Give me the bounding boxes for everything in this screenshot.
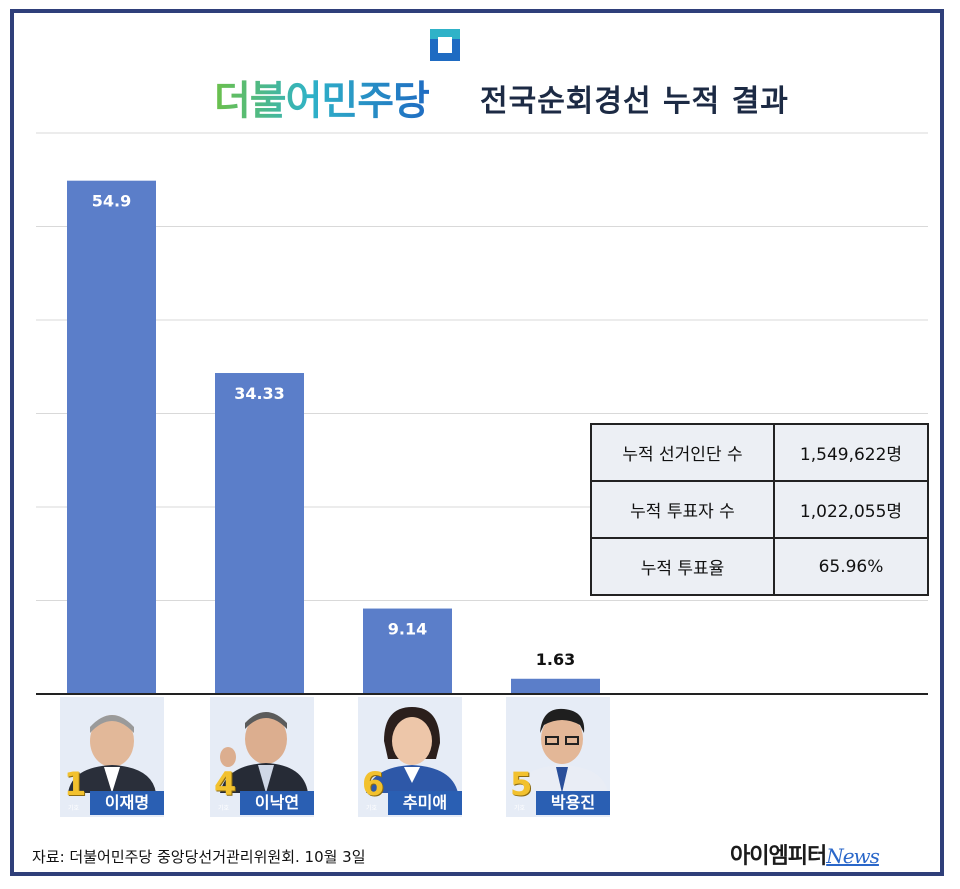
candidate-name: 박용진 xyxy=(536,791,610,815)
candidate-name: 추미애 xyxy=(388,791,462,815)
stats-row: 누적 투표율 65.96% xyxy=(590,537,929,596)
bar-value-label: 9.14 xyxy=(388,620,427,639)
stats-row: 누적 투표자 수 1,022,055명 xyxy=(590,480,929,539)
candidate-number-caption: 기호 xyxy=(514,805,526,812)
page-title: 전국순회경선 누적 결과 xyxy=(480,84,789,119)
brand-name: 아이엠피터 xyxy=(730,844,827,869)
bar-value-label: 34.33 xyxy=(234,384,285,403)
party-name: 더불어민주당 xyxy=(214,68,430,126)
candidate-portrait xyxy=(68,715,156,793)
party-flag-icon xyxy=(430,29,460,61)
candidate-card: 4 기호 이낙연 xyxy=(210,697,314,817)
brand-logo: 아이엠피터News xyxy=(730,838,880,870)
bar-value-label: 1.63 xyxy=(536,650,575,669)
candidate-number: 1 xyxy=(64,765,87,803)
candidate-name: 이낙연 xyxy=(240,791,314,815)
bar xyxy=(363,608,452,694)
stats-label: 누적 선거인단 수 xyxy=(590,423,775,482)
candidate-card: 6 기호 추미애 xyxy=(358,697,462,817)
candidate-card: 5 기호 박용진 xyxy=(506,697,610,817)
bar xyxy=(67,180,156,694)
candidate-number-caption: 기호 xyxy=(366,805,378,812)
stats-row: 누적 선거인단 수 1,549,622명 xyxy=(590,423,929,482)
source-note: 자료: 더불어민주당 중앙당선거관리위원회. 10월 3일 xyxy=(32,848,366,866)
candidate-number: 6 xyxy=(362,765,385,803)
stats-value: 65.96% xyxy=(773,537,929,596)
candidate-number: 4 xyxy=(214,765,237,803)
stats-table: 누적 선거인단 수 1,549,622명 누적 투표자 수 1,022,055명… xyxy=(590,423,929,596)
stats-value: 1,549,622명 xyxy=(773,423,929,482)
candidate-card: 1 기호 이재명 xyxy=(60,697,164,817)
stats-label: 누적 투표율 xyxy=(590,537,775,596)
candidate-portrait xyxy=(220,712,308,793)
candidate-portrait xyxy=(366,707,458,793)
brand-news: News xyxy=(826,844,880,868)
bar xyxy=(511,678,600,694)
candidate-portrait xyxy=(514,708,608,793)
candidate-name: 이재명 xyxy=(90,791,164,815)
bar-value-label: 54.9 xyxy=(92,192,131,211)
candidate-number-caption: 기호 xyxy=(68,805,80,812)
candidate-number: 5 xyxy=(510,765,533,803)
stats-value: 1,022,055명 xyxy=(773,480,929,539)
candidate-number-caption: 기호 xyxy=(218,805,230,812)
stats-label: 누적 투표자 수 xyxy=(590,480,775,539)
bar xyxy=(215,373,304,694)
